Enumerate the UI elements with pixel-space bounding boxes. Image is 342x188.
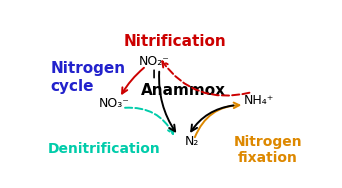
Text: Nitrification: Nitrification <box>124 34 227 49</box>
Text: NH₄⁺: NH₄⁺ <box>244 94 275 107</box>
Text: Nitrogen
fixation: Nitrogen fixation <box>234 135 302 165</box>
Text: NO₂⁻: NO₂⁻ <box>139 55 170 68</box>
Text: N₂: N₂ <box>185 135 199 148</box>
Text: Anammox: Anammox <box>141 83 226 98</box>
Text: Nitrogen
cycle: Nitrogen cycle <box>51 61 126 94</box>
Text: NO₃⁻: NO₃⁻ <box>99 97 130 110</box>
Text: Denitrification: Denitrification <box>48 142 161 155</box>
